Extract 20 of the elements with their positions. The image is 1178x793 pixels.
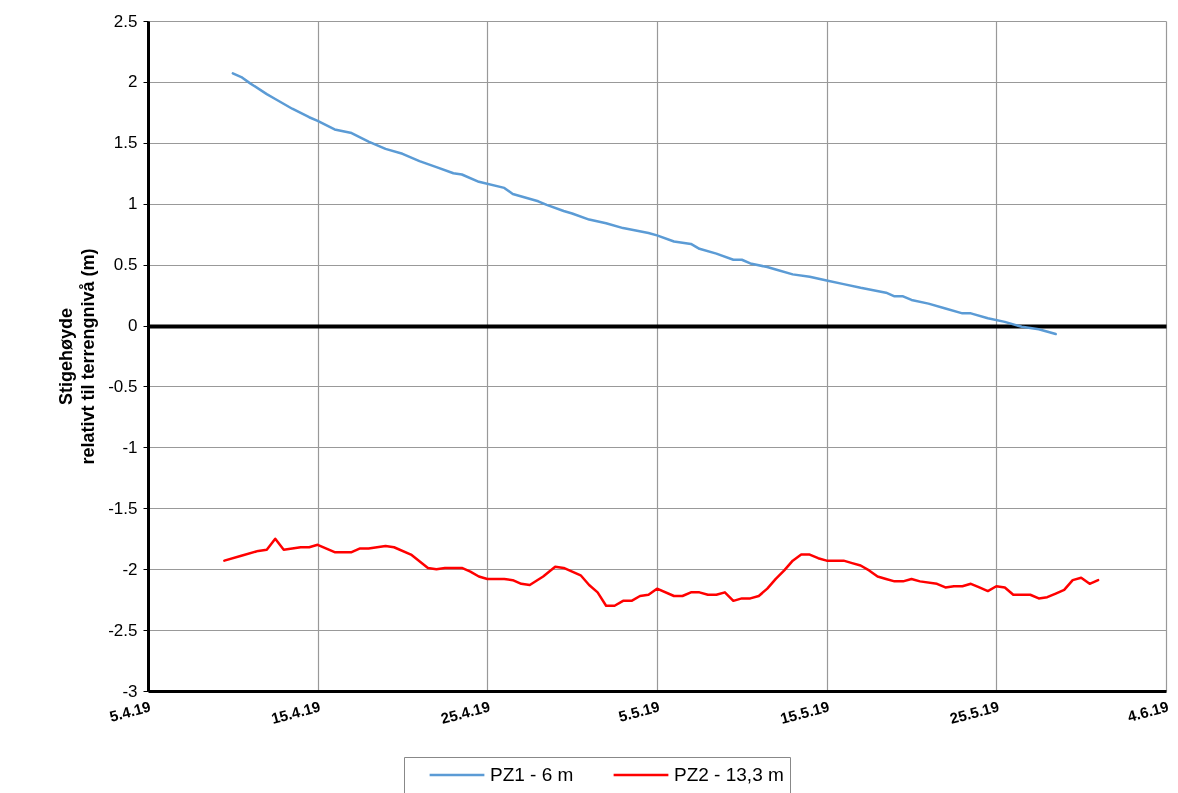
y-tick-label: 1	[128, 194, 138, 214]
legend-label: PZ2 - 13,3 m	[674, 764, 784, 785]
y-tick-label: -2.5	[108, 620, 138, 640]
x-tick-label: 15.5.19	[778, 697, 832, 727]
y-tick-label: 1.5	[113, 133, 138, 153]
y-tick-label: 2.5	[113, 11, 138, 31]
y-tick-label: 0	[128, 316, 138, 336]
y-axis-title: Stigehøyde relativt til terrengnivå (m)	[56, 248, 99, 465]
y-tick-label: -1.5	[108, 498, 138, 518]
x-tick-label: 15.4.19	[269, 697, 323, 727]
y-tick-label: 0.5	[113, 255, 138, 275]
y-tick-label: 2	[128, 72, 138, 92]
legend-label: PZ1 - 6 m	[490, 764, 574, 785]
x-tick-label: 25.5.19	[947, 697, 1001, 727]
x-tick-label: 4.6.19	[1125, 697, 1171, 725]
y-tick-label: -1	[122, 437, 138, 457]
y-tick-label: -0.5	[108, 376, 138, 396]
x-tick-label: 5.5.19	[616, 697, 662, 725]
x-tick-label: 25.4.19	[438, 697, 492, 727]
y-tick-label: -2	[122, 559, 138, 579]
